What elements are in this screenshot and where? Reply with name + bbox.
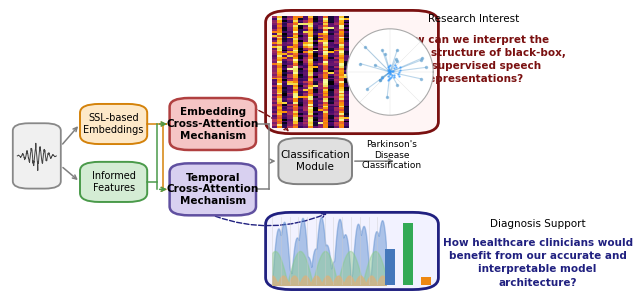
FancyBboxPatch shape xyxy=(278,138,352,184)
Text: SSL-based
Embeddings: SSL-based Embeddings xyxy=(83,113,144,135)
FancyBboxPatch shape xyxy=(170,98,256,150)
Bar xyxy=(385,249,396,285)
Text: Diagnosis Support: Diagnosis Support xyxy=(490,219,586,229)
Text: Informed
Features: Informed Features xyxy=(92,171,136,193)
Text: Temporal
Cross-Attention
Mechanism: Temporal Cross-Attention Mechanism xyxy=(166,173,259,206)
Bar xyxy=(421,277,431,285)
Text: Classification
Module: Classification Module xyxy=(280,150,350,172)
Text: How can we interpret the
internal structure of black-box,
self-supervised speech: How can we interpret the internal struct… xyxy=(381,34,566,84)
Text: Parkinson's
Disease
Classification: Parkinson's Disease Classification xyxy=(362,140,422,170)
FancyBboxPatch shape xyxy=(80,104,147,144)
Bar xyxy=(403,223,413,285)
FancyBboxPatch shape xyxy=(80,162,147,202)
Text: Research Interest: Research Interest xyxy=(428,14,519,24)
FancyBboxPatch shape xyxy=(170,163,256,215)
FancyBboxPatch shape xyxy=(13,123,61,189)
Text: Embedding
Cross-Attention
Mechanism: Embedding Cross-Attention Mechanism xyxy=(166,108,259,140)
FancyBboxPatch shape xyxy=(266,212,438,290)
Text: How healthcare clinicians would
benefit from our accurate and
interpretable mode: How healthcare clinicians would benefit … xyxy=(442,238,633,288)
FancyBboxPatch shape xyxy=(266,10,438,134)
